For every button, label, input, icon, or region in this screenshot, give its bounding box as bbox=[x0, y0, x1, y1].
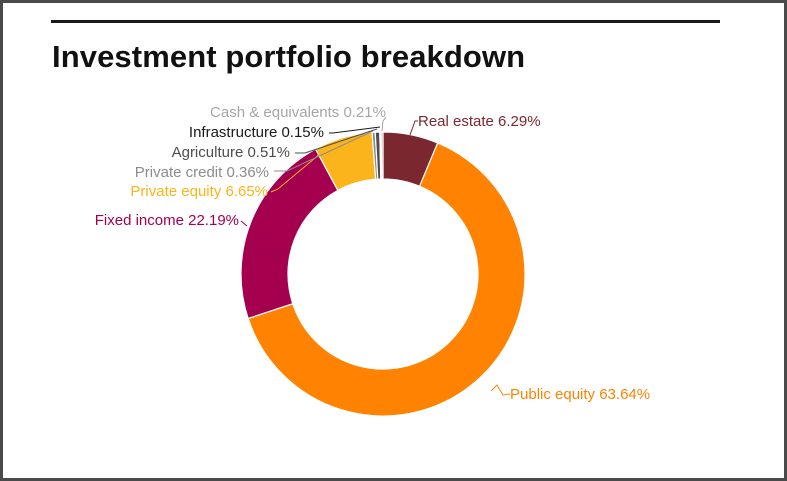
label-real-estate: Real estate 6.29% bbox=[418, 113, 541, 130]
slice-labels: Real estate 6.29% Public equity 63.64% Fix… bbox=[95, 104, 650, 403]
chart-title: Investment portfolio breakdown bbox=[52, 39, 526, 74]
label-fixed-income: Fixed income 22.19% bbox=[95, 212, 239, 229]
label-infrastructure: Infrastructure 0.15% bbox=[189, 124, 324, 141]
slice-public-equity bbox=[247, 142, 526, 417]
leader-private-equity bbox=[270, 152, 322, 193]
donut-chart: Real estate 6.29% Public equity 63.64% Fix… bbox=[95, 104, 650, 417]
leader-real-estate bbox=[409, 120, 418, 136]
donut-slices bbox=[240, 131, 526, 417]
label-private-equity: Private equity 6.65% bbox=[130, 183, 268, 200]
slice-cash-and-equivalents bbox=[380, 131, 384, 180]
leader-private-credit bbox=[274, 130, 374, 172]
label-agriculture: Agriculture 0.51% bbox=[172, 144, 290, 161]
leader-infrastructure bbox=[329, 126, 381, 134]
label-cash-and-equivalents: Cash & equivalents 0.21% bbox=[210, 104, 386, 121]
label-public-equity: Public equity 63.64% bbox=[510, 386, 650, 403]
leader-lines bbox=[240, 116, 511, 396]
leader-agriculture bbox=[295, 128, 378, 154]
leader-fixed-income bbox=[240, 220, 248, 227]
label-private-credit: Private credit 0.36% bbox=[135, 164, 269, 181]
top-rule bbox=[51, 20, 720, 23]
leader-public-equity bbox=[490, 384, 511, 396]
leader-cash-and-equivalents bbox=[381, 116, 387, 132]
